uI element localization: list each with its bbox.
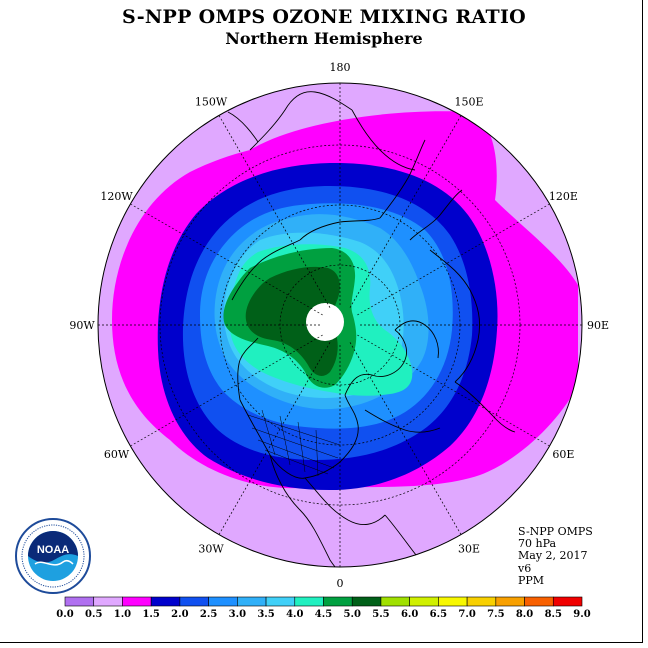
longitude-label: 150E [454, 96, 483, 109]
latitude-circle [279, 264, 401, 386]
meridian-line [130, 334, 323, 447]
colorbar-swatch [208, 596, 238, 607]
longitude-label: 30W [198, 542, 224, 555]
meridian-line [357, 203, 550, 316]
longitude-label: 60E [552, 448, 574, 461]
colorbar-tick-label: 8.5 [545, 609, 562, 620]
colorbar-tick-label: 5.0 [344, 609, 361, 620]
colorbar-swatch [524, 596, 554, 607]
colorbar-tick-label: 9.0 [573, 609, 590, 620]
colorbar-swatch [438, 596, 468, 607]
info-block: S-NPP OMPS 70 hPa May 2, 2017 v6 PPM [518, 525, 593, 587]
colorbar-swatch [237, 596, 267, 607]
longitude-label: 30E [458, 542, 480, 555]
colorbar-tick-label: 0.5 [85, 609, 102, 620]
map-subtitle: Northern Hemisphere [225, 29, 423, 48]
longitude-label: 60W [104, 448, 130, 461]
colorbar-tick-label: 3.5 [257, 609, 274, 620]
meridian-line [357, 334, 550, 447]
longitude-label: 180 [330, 61, 351, 74]
meridian-line [218, 342, 331, 535]
info-instrument: S-NPP OMPS [518, 525, 593, 538]
colorbar-swatch [552, 596, 583, 607]
colorbar-tick-label: 7.0 [458, 609, 475, 620]
logo-text: NOAA [37, 544, 69, 556]
meridian-line [218, 115, 331, 308]
colorbar-tick-label: 6.0 [401, 609, 418, 620]
longitude-label: 90E [587, 319, 609, 332]
colorbar-tick-label: 2.0 [171, 609, 188, 620]
colorbar-tick-label: 5.5 [372, 609, 389, 620]
colorbar-tick-label: 7.5 [487, 609, 504, 620]
region-dark-green [245, 266, 340, 376]
longitude-label: 0 [337, 577, 344, 590]
colorbar-tick-label: 0.0 [56, 609, 73, 620]
colorbar-swatch [150, 596, 181, 607]
info-units: PPM [518, 573, 545, 587]
colorbar-swatch [93, 596, 123, 607]
latitude-circle [219, 204, 461, 446]
longitude-labels: 90E 60E 120E 30E 150E 180 0 150W 30W 120W 60W 90W [69, 61, 609, 590]
meridian-line [349, 115, 462, 308]
ozone-field [98, 83, 582, 567]
colorbar-tick-label: 2.5 [200, 609, 217, 620]
colorbar-swatch [64, 596, 95, 607]
map-title: S-NPP OMPS OZONE MIXING RATIO [121, 6, 527, 28]
info-level: 70 hPa [518, 537, 557, 551]
colorbar-swatch [495, 596, 525, 607]
graticule [98, 83, 582, 567]
colorbar-tick-label: 8.0 [516, 609, 533, 620]
colorbar-tick-label: 4.0 [286, 609, 303, 620]
colorbar-tick-label: 1.0 [114, 609, 131, 620]
colorbar-swatch [351, 596, 382, 607]
info-version: v6 [518, 561, 532, 575]
polar-cap [306, 303, 344, 341]
colorbar-swatch [323, 596, 353, 607]
meridian-line [349, 342, 462, 535]
colorbar-swatch [466, 596, 497, 607]
colorbar-swatch [265, 596, 296, 607]
colorbar-tick-label: 3.0 [229, 609, 246, 620]
longitude-label: 150W [195, 96, 228, 109]
colorbar-tick-label: 6.5 [430, 609, 447, 620]
colorbar-swatch [380, 596, 410, 607]
longitude-label: 120E [549, 190, 578, 203]
us-state-grid [247, 409, 341, 477]
longitude-label: 120W [100, 190, 133, 203]
latitude-circle [159, 144, 521, 506]
longitude-label: 90W [69, 319, 95, 332]
colorbar-swatch [294, 596, 324, 607]
colorbar-tick-label: 4.5 [315, 609, 332, 620]
colorbar: 0.0 0.5 1.0 1.5 2.0 2.5 3.0 3.5 4.0 4.5 5.0 5.5 6.0 6… [56, 596, 591, 620]
noaa-logo: NOAA [15, 518, 91, 594]
meridian-line [130, 203, 323, 316]
info-date: May 2, 2017 [518, 549, 588, 563]
colorbar-swatch [122, 596, 152, 607]
colorbar-tick-label: 1.5 [142, 609, 159, 620]
colorbar-swatch [179, 596, 209, 607]
colorbar-swatch [409, 596, 439, 607]
